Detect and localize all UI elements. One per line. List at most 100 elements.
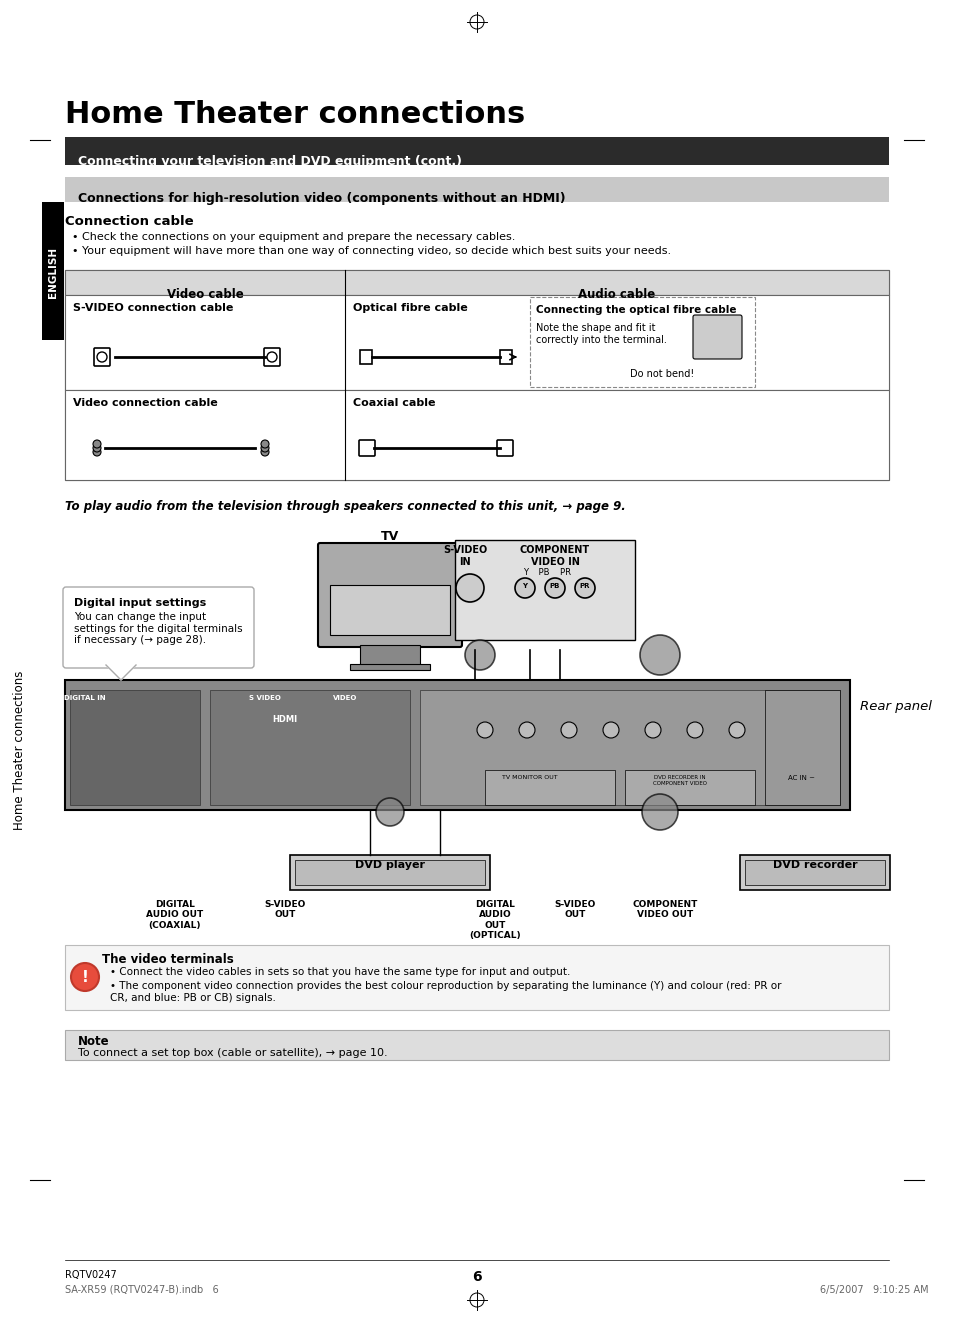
- Circle shape: [92, 448, 101, 456]
- Circle shape: [770, 723, 786, 738]
- Text: Audio cable: Audio cable: [578, 288, 655, 301]
- Bar: [359, 350, 372, 365]
- Circle shape: [71, 963, 99, 991]
- Bar: [65, 269, 888, 480]
- Text: • Connect the video cables in sets so that you have the same type for input and : • Connect the video cables in sets so th…: [110, 967, 570, 978]
- Text: Connections for high-resolution video (components without an HDMI): Connections for high-resolution video (c…: [78, 192, 565, 205]
- Bar: [624, 770, 754, 804]
- Polygon shape: [106, 664, 136, 680]
- Text: DIGITAL
AUDIO OUT
(COAXIAL): DIGITAL AUDIO OUT (COAXIAL): [146, 900, 203, 930]
- Bar: [65, 390, 888, 480]
- Text: Rear panel: Rear panel: [859, 700, 931, 713]
- Bar: [65, 680, 849, 810]
- Text: To connect a set top box (cable or satellite), → page 10.: To connect a set top box (cable or satel…: [78, 1048, 387, 1058]
- Text: Y    PB    PR: Y PB PR: [522, 568, 571, 577]
- Text: Coaxial cable: Coaxial cable: [353, 398, 435, 408]
- Text: SA-XR59 (RQTV0247-B).indb   6: SA-XR59 (RQTV0247-B).indb 6: [65, 1285, 218, 1295]
- Text: Optical fibre cable: Optical fibre cable: [353, 303, 467, 313]
- Text: S-VIDEO
OUT: S-VIDEO OUT: [554, 900, 595, 919]
- Bar: [350, 664, 430, 670]
- Text: To play audio from the television through speakers connected to this unit, → pag: To play audio from the television throug…: [65, 501, 625, 513]
- Bar: [65, 137, 888, 165]
- Circle shape: [575, 579, 595, 598]
- Circle shape: [261, 444, 269, 452]
- Circle shape: [644, 723, 660, 738]
- Bar: [70, 690, 200, 804]
- Circle shape: [464, 639, 495, 670]
- Circle shape: [639, 635, 679, 675]
- Circle shape: [602, 723, 618, 738]
- Text: • Your equipment will have more than one way of connecting video, so decide whic: • Your equipment will have more than one…: [71, 246, 670, 256]
- Bar: [484, 770, 615, 804]
- Bar: [419, 690, 840, 804]
- FancyBboxPatch shape: [264, 347, 280, 366]
- Bar: [330, 585, 450, 635]
- Bar: [359, 645, 419, 664]
- Text: S-VIDEO
OUT: S-VIDEO OUT: [264, 900, 305, 919]
- Circle shape: [261, 440, 269, 448]
- FancyBboxPatch shape: [497, 440, 513, 456]
- Text: Connecting your television and DVD equipment (cont.): Connecting your television and DVD equip…: [78, 155, 461, 168]
- Text: DIGITAL
AUDIO
OUT
(OPTICAL): DIGITAL AUDIO OUT (OPTICAL): [469, 900, 520, 941]
- Text: DVD player: DVD player: [355, 860, 424, 871]
- FancyBboxPatch shape: [317, 543, 461, 647]
- Circle shape: [544, 579, 564, 598]
- Circle shape: [476, 723, 493, 738]
- Text: You can change the input
settings for the digital terminals
if necessary (→ page: You can change the input settings for th…: [74, 612, 242, 645]
- Text: Home Theater connections: Home Theater connections: [13, 670, 27, 830]
- Bar: [42, 202, 64, 339]
- Text: ENGLISH: ENGLISH: [48, 247, 58, 297]
- Bar: [65, 1030, 888, 1059]
- Text: COMPONENT
VIDEO OUT: COMPONENT VIDEO OUT: [632, 900, 697, 919]
- Text: Note: Note: [78, 1034, 110, 1048]
- Text: • The component video connection provides the best colour reproduction by separa: • The component video connection provide…: [110, 982, 781, 1003]
- Circle shape: [515, 579, 535, 598]
- Text: HDMI: HDMI: [273, 715, 297, 724]
- FancyBboxPatch shape: [63, 587, 253, 668]
- Bar: [499, 350, 512, 365]
- Text: Connecting the optical fibre cable: Connecting the optical fibre cable: [536, 305, 736, 314]
- Circle shape: [375, 798, 403, 826]
- Text: Connection cable: Connection cable: [65, 215, 193, 229]
- Circle shape: [518, 723, 535, 738]
- FancyBboxPatch shape: [94, 347, 110, 366]
- Text: COMPONENT
VIDEO IN: COMPONENT VIDEO IN: [519, 546, 590, 567]
- Text: The video terminals: The video terminals: [102, 952, 233, 966]
- Text: DVD recorder: DVD recorder: [772, 860, 857, 871]
- Bar: [65, 269, 888, 295]
- Text: S-VIDEO
IN: S-VIDEO IN: [442, 546, 487, 567]
- Text: !: !: [81, 970, 89, 984]
- Text: Y: Y: [522, 583, 527, 589]
- Text: PB: PB: [549, 583, 559, 589]
- Text: Video connection cable: Video connection cable: [73, 398, 217, 408]
- Bar: [65, 295, 888, 390]
- Bar: [744, 860, 884, 885]
- Text: AC IN ~: AC IN ~: [788, 775, 815, 781]
- Text: PR: PR: [579, 583, 590, 589]
- Circle shape: [641, 794, 678, 830]
- Circle shape: [560, 723, 577, 738]
- Circle shape: [267, 351, 276, 362]
- Text: • Check the connections on your equipment and prepare the necessary cables.: • Check the connections on your equipmen…: [71, 232, 515, 242]
- Text: RQTV0247: RQTV0247: [65, 1269, 116, 1280]
- Text: Note the shape and fit it
correctly into the terminal.: Note the shape and fit it correctly into…: [536, 324, 666, 345]
- Bar: [740, 855, 889, 890]
- Circle shape: [261, 448, 269, 456]
- Bar: [455, 540, 635, 639]
- Bar: [290, 855, 490, 890]
- Text: 6: 6: [472, 1269, 481, 1284]
- Text: 6/5/2007   9:10:25 AM: 6/5/2007 9:10:25 AM: [820, 1285, 927, 1295]
- Bar: [210, 690, 410, 804]
- Text: TV MONITOR OUT: TV MONITOR OUT: [501, 775, 558, 779]
- Text: S-VIDEO connection cable: S-VIDEO connection cable: [73, 303, 233, 313]
- Bar: [65, 945, 888, 1011]
- Text: Video cable: Video cable: [167, 288, 243, 301]
- Circle shape: [728, 723, 744, 738]
- Text: VIDEO: VIDEO: [333, 695, 356, 701]
- Text: Do not bend!: Do not bend!: [629, 369, 694, 379]
- Bar: [530, 297, 754, 387]
- Text: Digital input settings: Digital input settings: [74, 598, 206, 608]
- Circle shape: [97, 351, 107, 362]
- Circle shape: [92, 440, 101, 448]
- Bar: [764, 690, 840, 804]
